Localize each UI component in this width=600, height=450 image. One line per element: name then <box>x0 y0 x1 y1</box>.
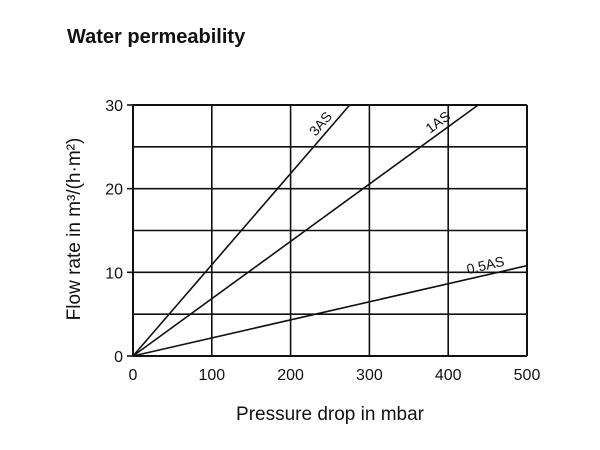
series-line <box>132 264 528 357</box>
series-label: 3AS <box>306 108 335 138</box>
y-tick-label: 30 <box>105 98 123 115</box>
x-tick-label: 100 <box>198 367 225 384</box>
y-tick-label: 10 <box>105 265 123 282</box>
x-tick-label: 300 <box>356 367 383 384</box>
y-axis-label: Flow rate in m³/(h·m²) <box>64 138 85 321</box>
series-label: 0.5AS <box>465 253 506 277</box>
series-lines <box>132 104 528 357</box>
y-axis-ticks: 0 10 20 30 <box>105 98 133 366</box>
x-tick-label: 400 <box>435 367 462 384</box>
x-tick-label: 500 <box>514 367 541 384</box>
y-tick-label: 20 <box>105 182 123 199</box>
y-tick-label: 0 <box>114 349 123 366</box>
x-tick-label: 0 <box>129 367 138 384</box>
series-line <box>132 104 479 357</box>
grid <box>132 104 528 357</box>
x-axis-label: Pressure drop in mbar <box>236 404 425 425</box>
x-tick-label: 200 <box>277 367 304 384</box>
x-axis-ticks: 0 100 200 300 400 500 <box>129 367 541 384</box>
chart-title: Water permeability <box>67 26 246 48</box>
series-line <box>132 104 351 357</box>
